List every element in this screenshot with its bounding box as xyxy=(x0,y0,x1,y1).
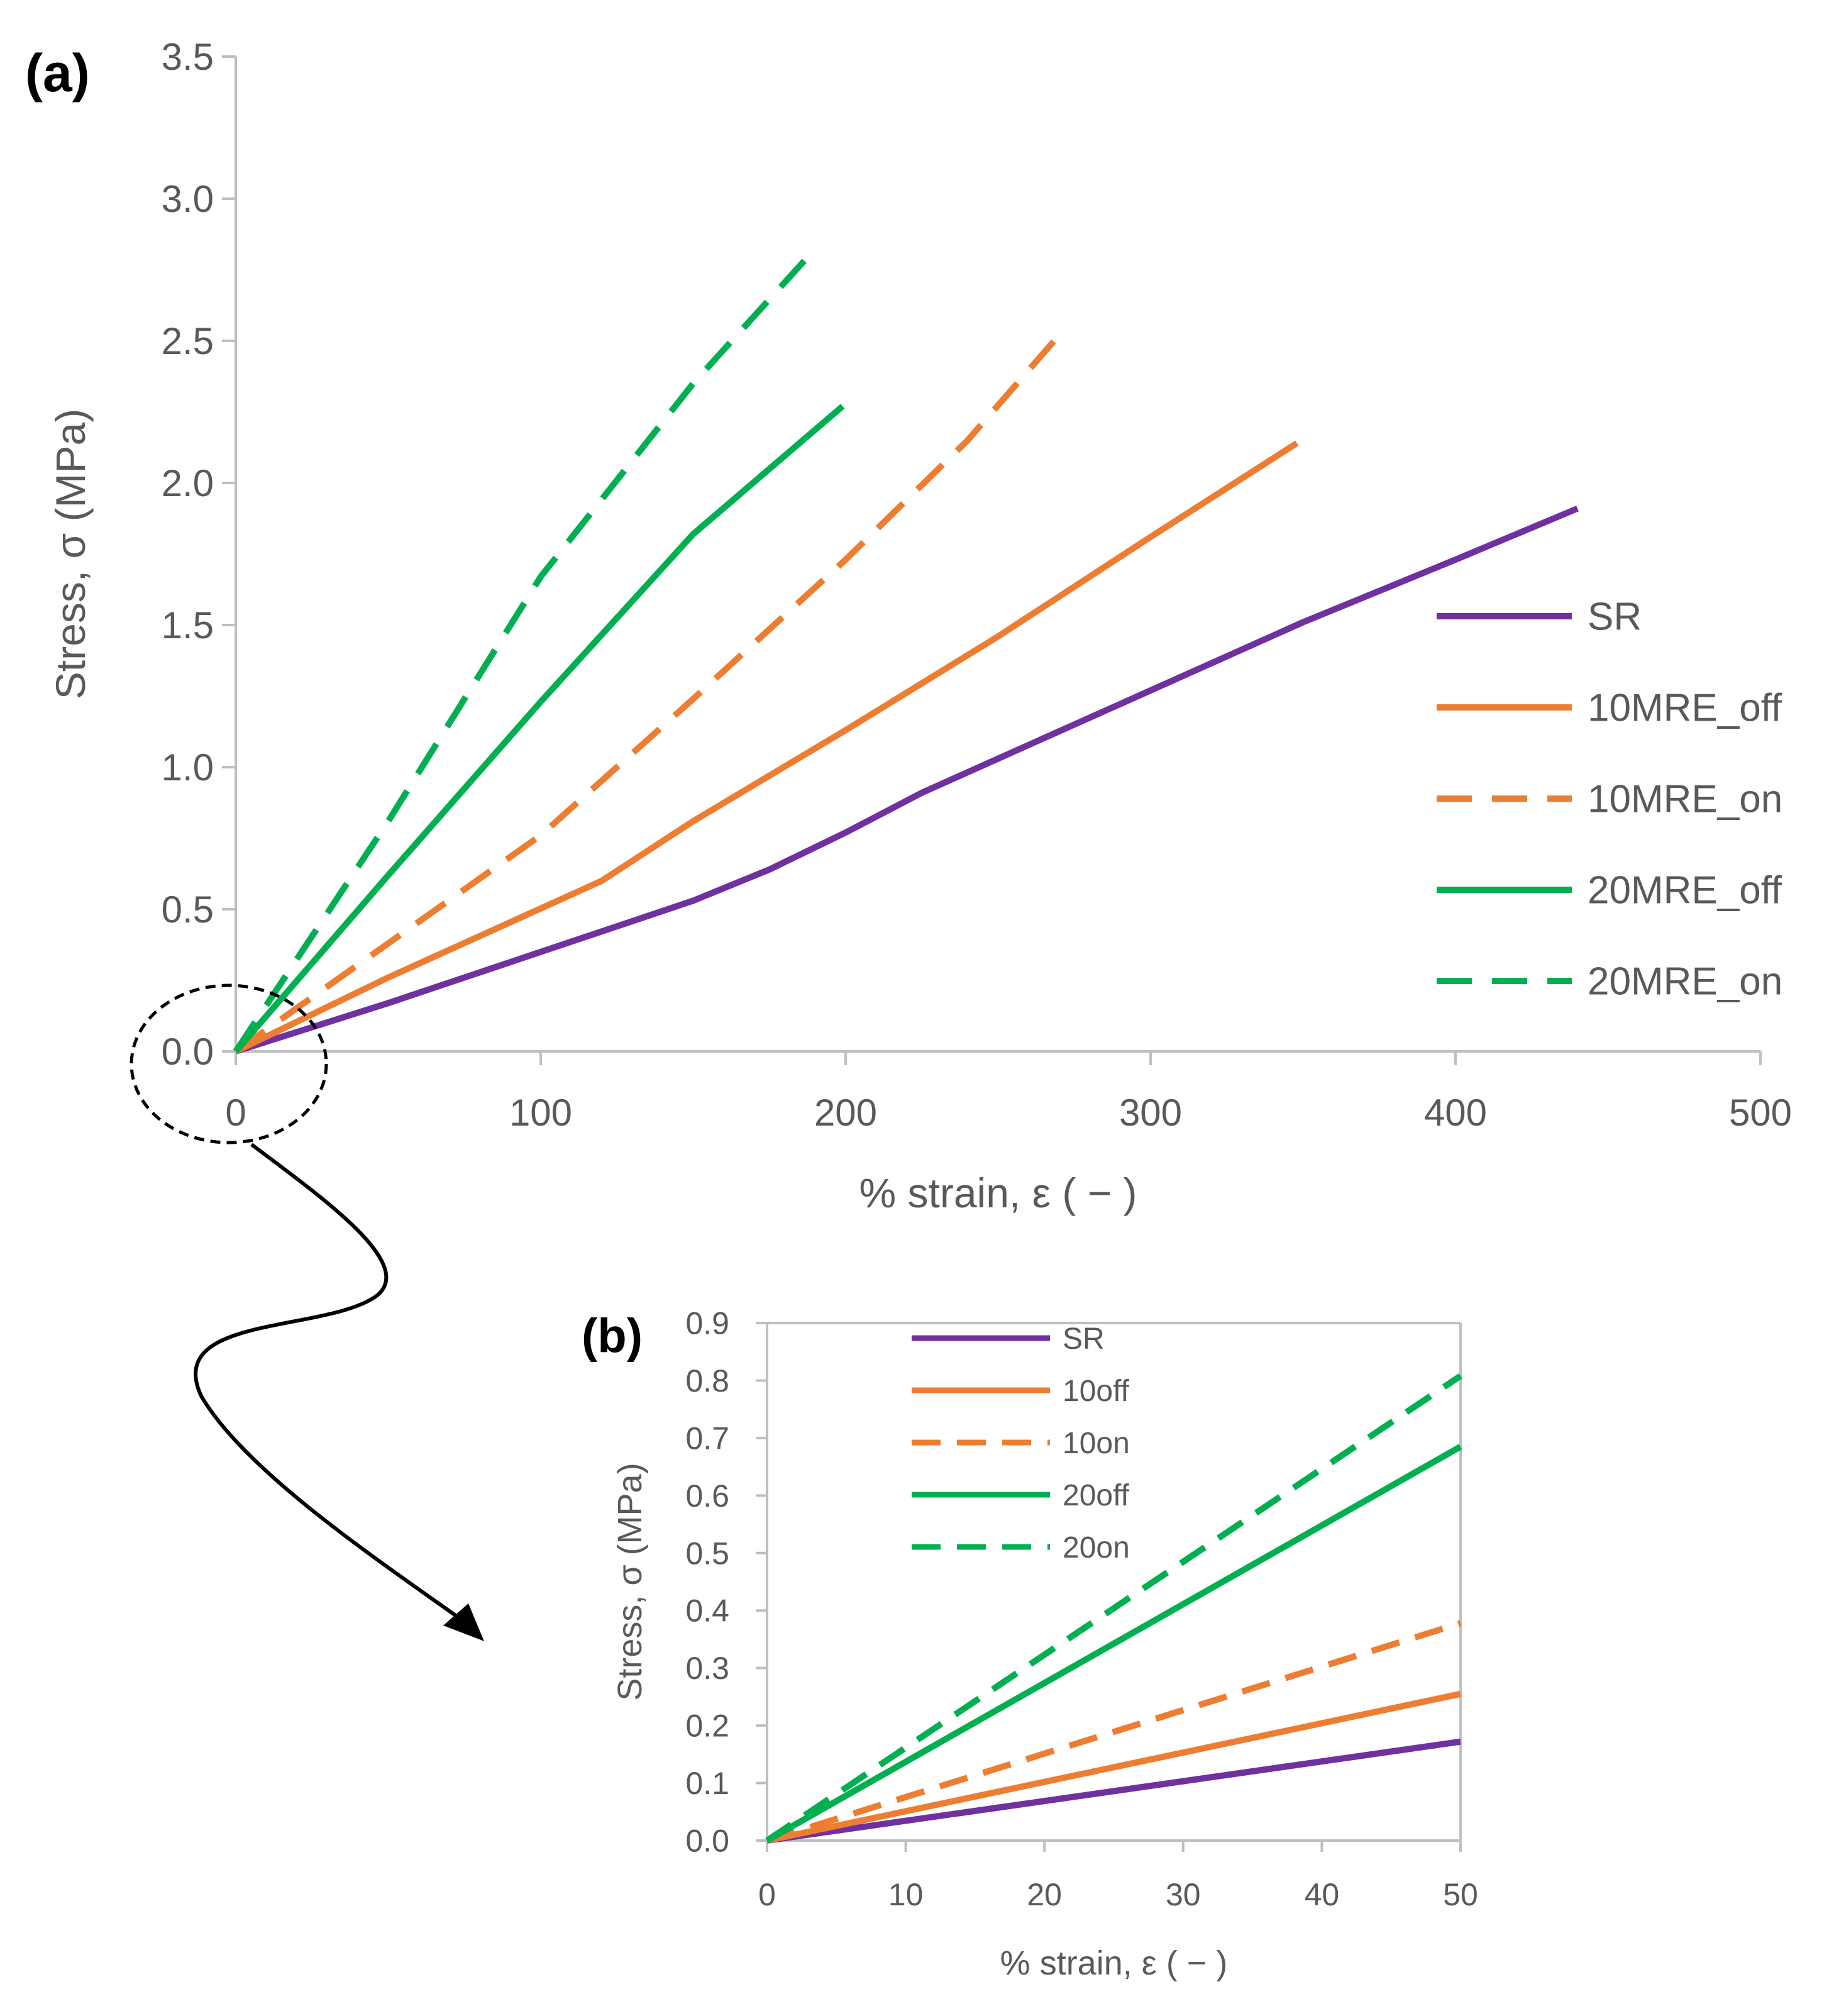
zoom-ellipse xyxy=(130,983,328,1144)
zoom-arrow-head xyxy=(443,1603,484,1641)
x-axis-title: % strain, ε ( − ) xyxy=(1000,1944,1228,1982)
y-tick-label: 3.5 xyxy=(162,36,214,78)
y-tick-label: 3.0 xyxy=(162,178,214,220)
y-tick-label: 1.0 xyxy=(162,746,214,789)
series-line-20on xyxy=(765,1373,1462,1844)
series-line-10MRE_off xyxy=(234,440,1299,1055)
series-line-10off xyxy=(766,1690,1462,1844)
series-line-20MRE_on xyxy=(233,253,812,1053)
y-tick-label: 0.0 xyxy=(685,1824,729,1859)
series-line-10on xyxy=(766,1620,1462,1844)
x-tick-label: 400 xyxy=(1424,1092,1487,1134)
y-tick-label: 0.1 xyxy=(685,1766,729,1801)
legend-label: 10MRE_off xyxy=(1588,687,1782,730)
legend-label: 10on xyxy=(1063,1427,1130,1460)
x-tick-label: 20 xyxy=(1027,1877,1062,1912)
y-tick-label: 0.9 xyxy=(685,1306,729,1341)
series-line-SR xyxy=(235,506,1579,1055)
y-tick-label: 0.5 xyxy=(685,1536,729,1571)
y-tick-label: 0.2 xyxy=(685,1709,729,1744)
y-tick-label: 0.3 xyxy=(685,1651,729,1686)
x-axis-title: % strain, ε ( − ) xyxy=(859,1170,1137,1216)
chart-panel-b: 0.0 0.1 0.2 0.3 0.4 0.5 0.6 0.7 0.8 0.9 0 10 20 30 40 5… xyxy=(582,1306,1478,1983)
legend-label: 20on xyxy=(1063,1531,1130,1565)
x-tick-label: 40 xyxy=(1305,1877,1340,1912)
zoom-arrow xyxy=(194,1143,467,1624)
y-tick-label: 0.7 xyxy=(685,1421,729,1456)
y-axis-title: Stress, σ (MPa) xyxy=(47,409,94,699)
x-tick-label: 200 xyxy=(814,1092,877,1134)
panel-label: (a) xyxy=(25,43,90,102)
series-line-20off xyxy=(765,1444,1462,1844)
x-tick-label: 50 xyxy=(1443,1877,1478,1912)
chart-panel-a: 0.0 0.5 1.0 1.5 2.0 2.5 3.0 3.5 0 100 200 300 400 500… xyxy=(25,36,1792,1216)
legend-label: 10off xyxy=(1063,1375,1130,1408)
x-tick-label: 100 xyxy=(509,1092,572,1134)
y-tick-label: 2.5 xyxy=(162,320,214,362)
y-tick-label: 0.5 xyxy=(162,889,214,931)
zoom-callout xyxy=(130,983,484,1641)
legend-label: 20off xyxy=(1063,1479,1130,1512)
legend-label: 10MRE_on xyxy=(1588,778,1782,821)
panel-label: (b) xyxy=(582,1309,643,1363)
series-line-20MRE_off xyxy=(233,404,845,1054)
x-tick-label: 10 xyxy=(888,1877,924,1912)
y-tick-label: 0.0 xyxy=(162,1031,214,1073)
y-axis-title: Stress, σ (MPa) xyxy=(611,1463,649,1700)
y-tick-label: 0.4 xyxy=(685,1593,729,1629)
y-tick-label: 2.0 xyxy=(162,462,214,504)
x-tick-label: 300 xyxy=(1119,1092,1182,1134)
legend-label: 20MRE_off xyxy=(1588,869,1782,912)
y-tick-label: 0.6 xyxy=(685,1478,729,1514)
y-tick-label: 1.5 xyxy=(162,604,214,646)
x-tick-label: 30 xyxy=(1166,1877,1201,1912)
x-tick-label: 500 xyxy=(1729,1092,1792,1134)
legend-label: 20MRE_on xyxy=(1588,960,1782,1004)
y-tick-label: 0.8 xyxy=(685,1363,729,1398)
legend-label: SR xyxy=(1588,595,1642,639)
series-line-10MRE_on xyxy=(234,333,1062,1055)
series-line-SR xyxy=(766,1738,1461,1844)
x-tick-label: 0 xyxy=(758,1877,776,1912)
x-tick-label: 0 xyxy=(225,1092,246,1134)
legend-label: SR xyxy=(1063,1322,1105,1356)
